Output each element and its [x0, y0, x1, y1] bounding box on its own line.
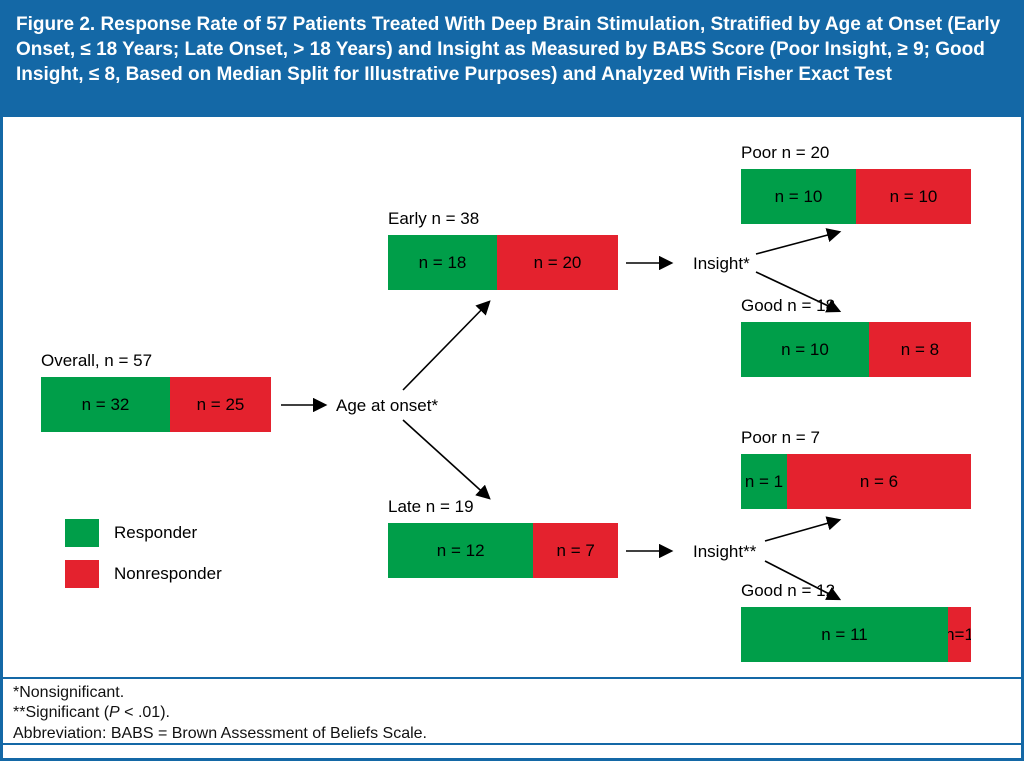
nonresponder-count: n = 20: [533, 252, 582, 272]
late-good-bar: n = 11 n=1: [741, 607, 971, 662]
responder-count: n = 12: [436, 540, 485, 560]
p-value-symbol: P: [109, 704, 120, 722]
responder-count: n = 18: [418, 252, 467, 272]
footnotes: *Nonsignificant. **Significant (P < .01)…: [13, 683, 427, 744]
arrow-insight-early-to-poor: [755, 228, 842, 255]
nonresponder-segment: n = 8: [868, 322, 971, 377]
responder-segment: n = 11: [741, 607, 948, 662]
responder-count: n = 32: [81, 394, 130, 414]
figure-title: Figure 2. Response Rate of 57 Patients T…: [3, 3, 1021, 117]
responder-count: n = 11: [821, 624, 868, 644]
responder-segment: n = 18: [388, 235, 498, 290]
node-early-poor: Poor n = 20 n = 10 n = 10: [741, 143, 971, 224]
arrow-age-to-late: [402, 419, 491, 500]
insight-early-label: Insight*: [693, 254, 750, 273]
responder-count: n = 10: [781, 339, 829, 359]
nonresponder-segment: n = 20: [497, 235, 618, 290]
node-late: Late n = 19 n = 12 n = 7: [388, 497, 618, 578]
arrow-insight-late-to-poor: [764, 516, 842, 542]
responder-segment: n = 10: [741, 169, 856, 224]
responder-legend-label: Responder: [114, 523, 198, 542]
responder-segment: n = 1: [741, 454, 787, 509]
responder-segment: n = 10: [741, 322, 869, 377]
nonresponder-count: n = 6: [859, 471, 899, 491]
nonresponder-count: n=1: [948, 624, 971, 644]
nonresponder-count: n = 8: [900, 339, 940, 359]
node-late-label: Late n = 19: [388, 497, 474, 516]
footnote-divider-top: [3, 677, 1021, 679]
footnote-nonsignificant: *Nonsignificant.: [13, 684, 125, 701]
footnote-abbreviation: Abbreviation: BABS = Brown Assessment of…: [13, 724, 427, 742]
nonresponder-segment: n = 7: [533, 523, 618, 578]
responder-segment: n = 12: [388, 523, 534, 578]
nonresponder-segment: n = 10: [856, 169, 971, 224]
arrow-age-to-early: [402, 300, 491, 391]
late-poor-bar: n = 1 n = 6: [741, 454, 971, 509]
node-early-good: Good n = 18 n = 10 n = 8: [741, 296, 971, 377]
node-overall-label: Overall, n = 57: [41, 351, 153, 370]
node-late-good-label: Good n = 12: [741, 581, 836, 600]
footnote-divider-bottom: [3, 743, 1021, 745]
legend-item-responder: Responder: [65, 519, 222, 547]
responder-count: n = 1: [744, 471, 784, 491]
insight-late-label: Insight**: [693, 542, 757, 561]
node-early: Early n = 38 n = 18 n = 20: [388, 209, 618, 290]
responder-count: n = 10: [774, 186, 823, 206]
legend-item-nonresponder: Nonresponder: [65, 560, 222, 588]
early-poor-bar: n = 10 n = 10: [741, 169, 971, 224]
nonresponder-count: n = 25: [196, 394, 245, 414]
nonresponder-segment: n = 25: [170, 377, 271, 432]
node-late-good: Good n = 12 n = 11 n=1: [741, 581, 971, 662]
responder-swatch: [65, 519, 99, 547]
responder-segment: n = 32: [41, 377, 171, 432]
age-at-onset-label: Age at onset*: [336, 396, 439, 415]
node-overall: Overall, n = 57 n = 32 n = 25: [41, 351, 271, 432]
late-bar: n = 12 n = 7: [388, 523, 618, 578]
nonresponder-count: n = 7: [556, 540, 595, 560]
nonresponder-count: n = 10: [889, 186, 938, 206]
legend: Responder Nonresponder: [65, 519, 222, 588]
node-early-poor-label: Poor n = 20: [741, 143, 830, 162]
nonresponder-segment: n = 6: [787, 454, 971, 509]
overall-bar: n = 32 n = 25: [41, 377, 271, 432]
nonresponder-segment: n=1: [948, 607, 971, 662]
early-bar: n = 18 n = 20: [388, 235, 618, 290]
nonresponder-legend-label: Nonresponder: [114, 564, 222, 583]
node-late-poor: Poor n = 7 n = 1 n = 6: [741, 428, 971, 509]
early-good-bar: n = 10 n = 8: [741, 322, 971, 377]
node-late-poor-label: Poor n = 7: [741, 428, 820, 447]
nonresponder-swatch: [65, 560, 99, 588]
node-early-label: Early n = 38: [388, 209, 480, 228]
footnote-significant: **Significant (P < .01).: [13, 704, 170, 722]
node-early-good-label: Good n = 18: [741, 296, 836, 315]
